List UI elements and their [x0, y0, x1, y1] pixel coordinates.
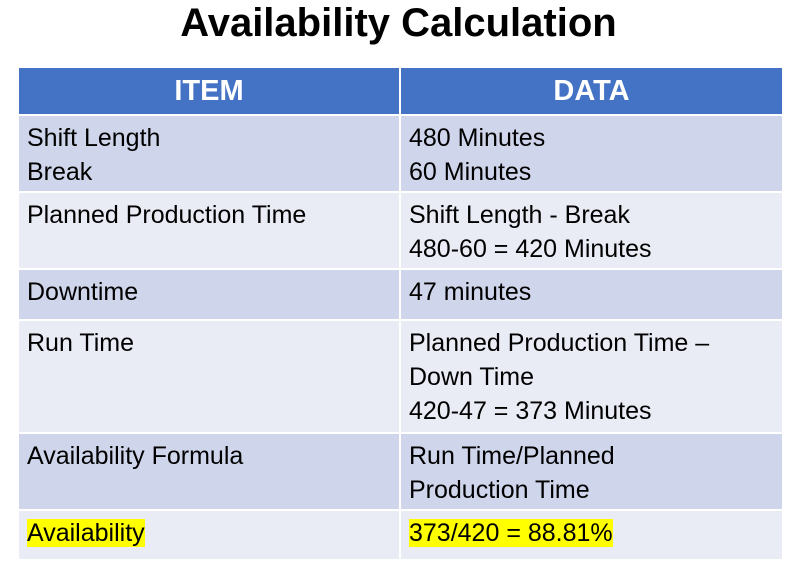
table-cell: 373/420 = 88.81%	[399, 509, 784, 561]
table-row: Availability Formula Run Time/Planned Prod…	[17, 432, 784, 511]
cell-line: Planned Production Time –	[409, 326, 774, 360]
table-cell: Shift Length Break	[17, 114, 401, 193]
availability-table: ITEM DATA Shift Length Break 480 Minutes 60 …	[17, 66, 784, 561]
cell-text: Break	[27, 158, 93, 186]
cell-text: Run Time/Planned	[409, 442, 615, 470]
cell-text: Planned Production Time	[27, 201, 307, 229]
cell-text: Shift Length	[27, 124, 161, 152]
cell-line: Production Time	[409, 473, 774, 507]
cell-line: Run Time	[27, 326, 391, 360]
cell-line: Availability	[27, 516, 391, 550]
cell-line: 47 minutes	[409, 275, 774, 309]
table-cell: 480 Minutes 60 Minutes	[399, 114, 784, 193]
cell-text: Run Time	[27, 329, 134, 357]
cell-line: Break	[27, 155, 391, 189]
cell-text: 47 minutes	[409, 278, 532, 306]
table-cell: Run Time/Planned Production Time	[399, 432, 784, 511]
header-row: ITEM DATA	[17, 66, 784, 116]
cell-text: 420-47 = 373 Minutes	[409, 397, 652, 425]
cell-text: Shift Length - Break	[409, 201, 630, 229]
table-row: Run Time Planned Production Time – Down Ti…	[17, 319, 784, 434]
table-cell: Planned Production Time	[17, 191, 401, 270]
cell-line: 420-47 = 373 Minutes	[409, 394, 774, 428]
cell-text: Planned Production Time –	[409, 329, 710, 357]
table-cell: Downtime	[17, 268, 401, 321]
cell-line: Shift Length - Break	[409, 198, 774, 232]
cell-text: Production Time	[409, 476, 590, 504]
cell-line: 60 Minutes	[409, 155, 774, 189]
table-row: Shift Length Break 480 Minutes 60 Minutes	[17, 114, 784, 193]
cell-line: 480-60 = 420 Minutes	[409, 232, 774, 266]
cell-text: 373/420 = 88.81%	[409, 519, 613, 547]
cell-line: Availability Formula	[27, 439, 391, 473]
cell-text: 480 Minutes	[409, 124, 546, 152]
table-row: Planned Production Time Shift Length - Br…	[17, 191, 784, 270]
table-cell: Run Time	[17, 319, 401, 434]
cell-line: 373/420 = 88.81%	[409, 516, 774, 550]
cell-line: Down Time	[409, 360, 774, 394]
header-cell: ITEM	[17, 66, 401, 116]
cell-text: 480-60 = 420 Minutes	[409, 235, 652, 263]
cell-line: Downtime	[27, 275, 391, 309]
cell-text: 60 Minutes	[409, 158, 532, 186]
cell-line: Planned Production Time	[27, 198, 391, 232]
cell-line: 480 Minutes	[409, 121, 774, 155]
table-cell: Availability Formula	[17, 432, 401, 511]
cell-text: Down Time	[409, 363, 535, 391]
table-row: Availability 373/420 = 88.81%	[17, 509, 784, 561]
cell-line: Run Time/Planned	[409, 439, 774, 473]
cell-line: Shift Length	[27, 121, 391, 155]
title: Availability Calculation	[180, 1, 617, 45]
cell-text: Availability	[27, 519, 145, 547]
table-cell: 47 minutes	[399, 268, 784, 321]
header-cell: DATA	[399, 66, 784, 116]
table-cell: Planned Production Time – Down Time 420-47…	[399, 319, 784, 434]
table-row: Downtime 47 minutes	[17, 268, 784, 321]
table-cell: Availability	[17, 509, 401, 561]
table-cell: Shift Length - Break 480-60 = 420 Minutes	[399, 191, 784, 270]
cell-text: Downtime	[27, 278, 139, 306]
cell-text: Availability Formula	[27, 442, 244, 470]
